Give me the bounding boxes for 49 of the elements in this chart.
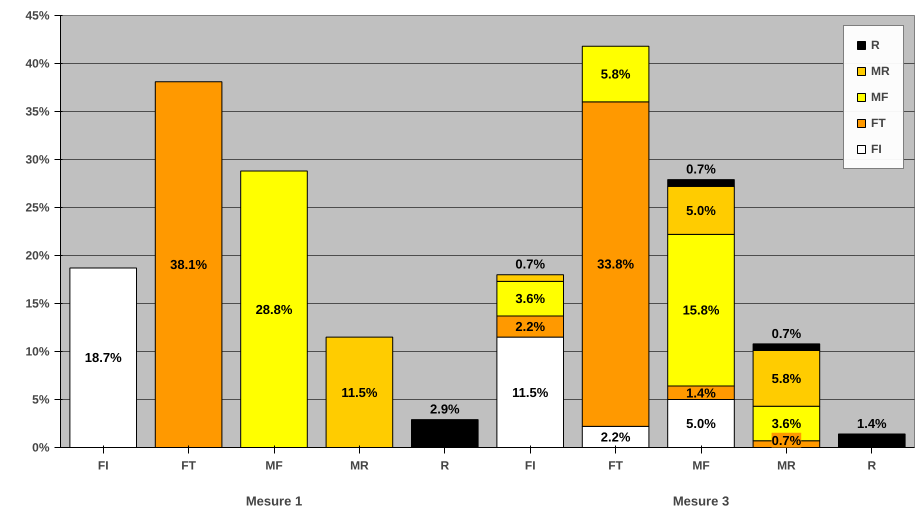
x-tick-label: R — [440, 458, 450, 472]
data-label: 1.4% — [686, 385, 716, 400]
data-label: 33.8% — [597, 256, 634, 272]
data-label: 2.2% — [600, 429, 631, 444]
legend-label: MR — [871, 64, 891, 78]
y-tick-label: 10% — [25, 344, 50, 358]
x-tick-label: FT — [181, 458, 197, 472]
x-tick-label: MF — [265, 458, 283, 472]
data-label: 11.5% — [341, 384, 378, 400]
legend-label: FI — [871, 142, 883, 156]
legend-label: R — [871, 38, 881, 52]
text: Mesure 1 — [246, 494, 302, 508]
data-label: 5.0% — [686, 202, 716, 218]
data-label: 3.6% — [772, 416, 802, 431]
data-label: 38.1% — [170, 257, 208, 272]
data-label: 18.7% — [84, 350, 122, 366]
data-label: 1.4% — [856, 416, 888, 432]
data-label: 5.0% — [686, 416, 716, 431]
data-label: 5.8% — [600, 66, 631, 82]
y-tick-label: 45% — [25, 8, 50, 22]
y-tick-label: 0% — [32, 440, 50, 454]
y-tick-label: 15% — [25, 296, 50, 310]
text: Mesure 3 — [672, 494, 730, 508]
data-label: 0.7% — [686, 162, 716, 177]
y-tick-label: 20% — [25, 248, 50, 262]
y-tick-label: 25% — [25, 200, 50, 214]
x-tick-label: MR — [777, 458, 796, 472]
data-label: 0.7% — [515, 256, 546, 272]
x-tick-label: FI — [524, 458, 536, 472]
y-tick-label: 40% — [25, 56, 50, 70]
data-label: 0.7% — [772, 326, 802, 341]
data-label: 3.6% — [515, 291, 546, 306]
legend-label: FT — [871, 116, 887, 130]
y-tick-label: 30% — [25, 152, 50, 166]
data-label: 2.9% — [430, 402, 460, 417]
y-tick-label: 5% — [32, 392, 50, 406]
data-label: 2.2% — [515, 319, 546, 334]
legend-label: MF — [871, 90, 890, 104]
data-label: 11.5% — [512, 384, 549, 400]
data-label: 28.8% — [256, 302, 293, 317]
y-tick-label: 35% — [25, 104, 50, 118]
x-tick-label: R — [867, 458, 876, 472]
data-label: 0.7% — [772, 432, 802, 448]
x-tick-label: MR — [350, 458, 370, 472]
data-label: 5.8% — [772, 370, 802, 386]
x-tick-label: FI — [98, 458, 109, 472]
data-label: 15.8% — [682, 302, 720, 318]
x-tick-label: MF — [692, 458, 710, 472]
x-tick-label: FT — [608, 458, 624, 472]
